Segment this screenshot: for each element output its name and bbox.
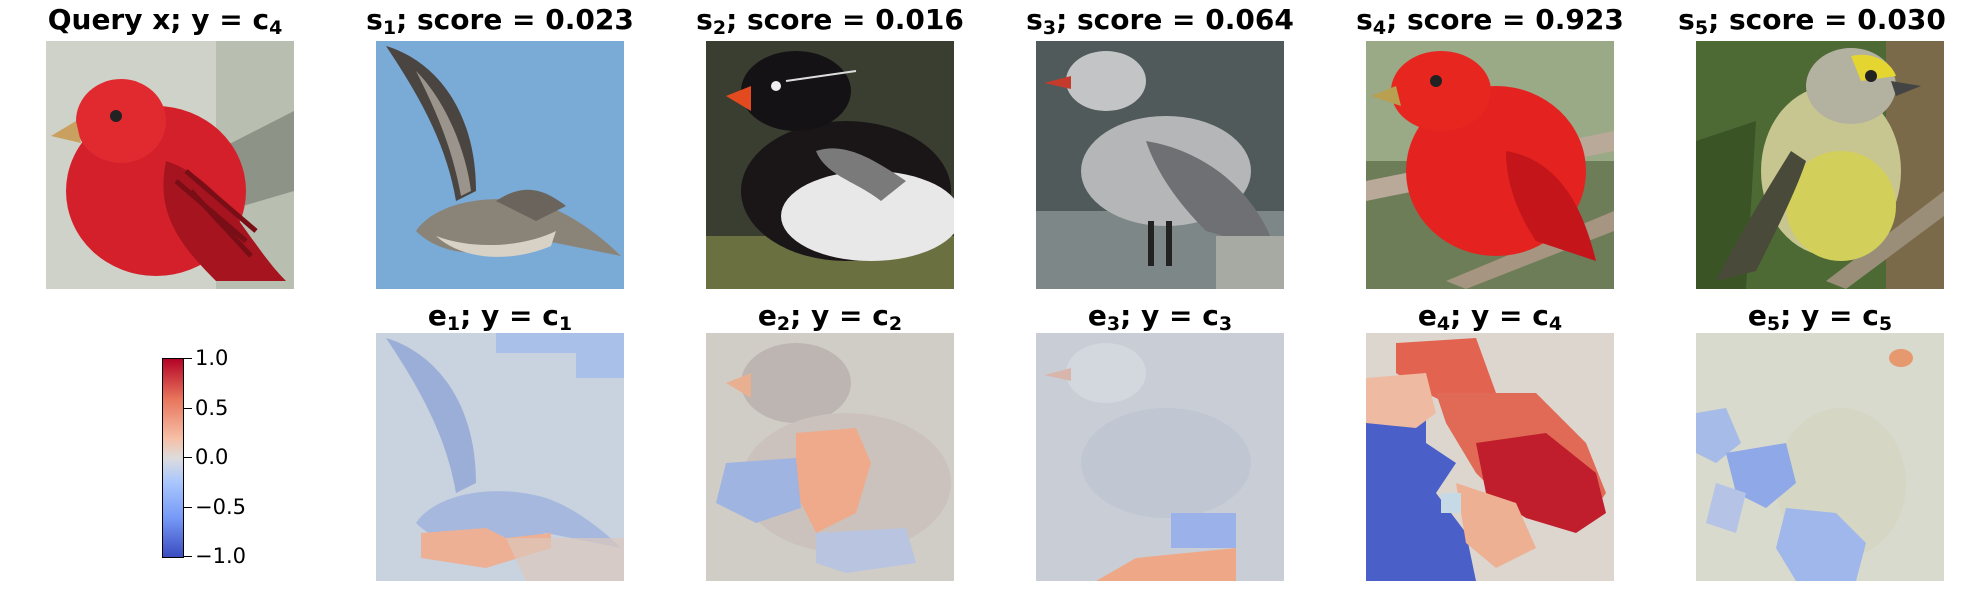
colorbar-tick-label: −0.5: [195, 495, 246, 519]
colorbar-tick-label: −1.0: [195, 544, 246, 568]
query-title: Query x; y = c4: [47, 3, 283, 40]
e5-title: e5; y = c5: [1747, 299, 1893, 336]
s1-title: s1; score = 0.023: [366, 3, 634, 40]
s2-title: s2; score = 0.016: [696, 3, 964, 40]
e3-title: e3; y = c3: [1087, 299, 1233, 336]
s4-image: [1366, 41, 1614, 289]
e4-heatmap: [1366, 333, 1614, 581]
s1-image: [376, 41, 624, 289]
query-image: [46, 41, 294, 289]
e5-heatmap: [1696, 333, 1944, 581]
colorbar-tick: [184, 556, 192, 557]
colorbar-tick: [184, 358, 192, 359]
e1-title: e1; y = c1: [427, 299, 573, 336]
s4-title: s4; score = 0.923: [1356, 3, 1624, 40]
colorbar-tick: [184, 507, 192, 508]
colorbar: [162, 358, 184, 558]
colorbar-tick-label: 1.0: [195, 346, 229, 370]
e3-heatmap: [1036, 333, 1284, 581]
colorbar-tick: [184, 408, 192, 409]
colorbar-tick-label: 0.0: [195, 445, 229, 469]
colorbar-tick-label: 0.5: [195, 396, 229, 420]
s3-image: [1036, 41, 1284, 289]
e2-heatmap: [706, 333, 954, 581]
e2-title: e2; y = c2: [757, 299, 903, 336]
e1-heatmap: [376, 333, 624, 581]
s5-image: [1696, 41, 1944, 289]
s5-title: s5; score = 0.030: [1678, 3, 1946, 40]
s3-title: s3; score = 0.064: [1026, 3, 1294, 40]
e4-title: e4; y = c4: [1417, 299, 1563, 336]
s2-image: [706, 41, 954, 289]
colorbar-tick: [184, 457, 192, 458]
